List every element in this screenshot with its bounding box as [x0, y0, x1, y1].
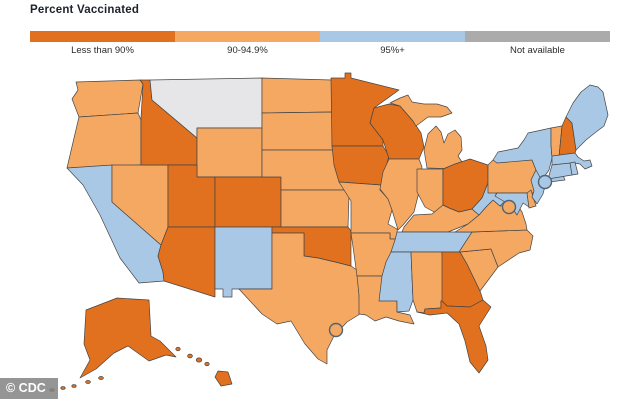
houston-circle[interactable]: [328, 322, 344, 338]
state-DE[interactable]: [526, 189, 537, 209]
state-AK-aleutian-island[interactable]: [71, 384, 77, 388]
state-HI-island[interactable]: [175, 346, 181, 352]
legend-label-less-than-90: Less than 90%: [71, 45, 134, 56]
legend-swatch-95-plus: [320, 31, 465, 42]
dc-circle[interactable]: [501, 199, 517, 215]
state-ND[interactable]: [261, 77, 335, 114]
legend: Less than 90% 90-94.9% 95%+ Not availabl…: [30, 31, 610, 56]
state-NM[interactable]: [214, 226, 273, 298]
state-HI-island[interactable]: [204, 361, 210, 367]
state-WI[interactable]: [369, 103, 425, 160]
state-OR[interactable]: [66, 112, 142, 169]
state-WA[interactable]: [71, 79, 144, 118]
state-NC[interactable]: [458, 229, 534, 268]
legend-swatch-90-94: [175, 31, 320, 42]
state-IA[interactable]: [331, 145, 390, 186]
state-NY[interactable]: [492, 127, 566, 184]
state-HI-island[interactable]: [195, 357, 203, 363]
state-CO[interactable]: [214, 176, 282, 228]
states-layer: [49, 72, 609, 392]
state-AZ[interactable]: [157, 226, 216, 298]
cdc-attribution-badge: © CDC: [0, 378, 58, 399]
legend-labels: Less than 90% 90-94.9% 95%+ Not availabl…: [30, 45, 610, 56]
legend-swatch-not-available: [465, 31, 610, 42]
state-CT[interactable]: [547, 162, 573, 180]
state-ME[interactable]: [565, 84, 609, 151]
state-AK-aleutian-island[interactable]: [85, 380, 91, 384]
state-IN[interactable]: [416, 168, 444, 214]
state-MI-lower-peninsula[interactable]: [423, 125, 463, 170]
state-AK-aleutian-island[interactable]: [98, 376, 104, 380]
state-PA[interactable]: [487, 159, 538, 194]
state-WY[interactable]: [196, 127, 263, 178]
state-IL[interactable]: [379, 158, 423, 231]
legend-label-not-available: Not available: [510, 45, 565, 56]
legend-color-bar: [30, 31, 610, 42]
legend-label-95-plus: 95%+: [380, 45, 405, 56]
jurisdiction-circles-layer: [328, 174, 553, 338]
state-RI[interactable]: [569, 161, 579, 176]
state-AK[interactable]: [79, 297, 177, 379]
state-HI-island[interactable]: [187, 353, 193, 359]
state-KS[interactable]: [280, 189, 350, 228]
state-AK-aleutian-island[interactable]: [60, 386, 66, 390]
state-FL[interactable]: [416, 299, 492, 374]
state-HI-big-island[interactable]: [214, 370, 233, 387]
legend-swatch-less-than-90: [30, 31, 175, 42]
chart-title: Percent Vaccinated: [30, 4, 140, 16]
state-MI-upper-peninsula[interactable]: [389, 94, 453, 127]
state-SD[interactable]: [261, 111, 339, 151]
legend-label-90-94: 90-94.9%: [227, 45, 268, 56]
nyc-circle[interactable]: [537, 174, 553, 190]
